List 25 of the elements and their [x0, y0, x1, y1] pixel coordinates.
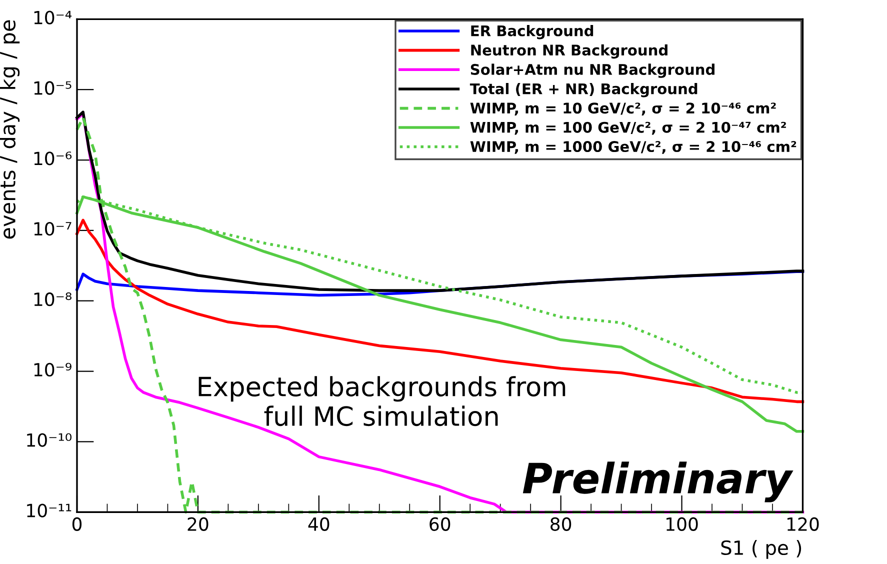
x-tick-label: 100 [666, 517, 698, 531]
x-tick-label: 20 [188, 517, 208, 531]
legend-label: Solar+Atm nu NR Background [470, 64, 714, 78]
x-tick-label: 40 [308, 517, 330, 531]
y-tick-label: 10⁻⁹ [34, 362, 72, 377]
x-tick-label: 0 [72, 517, 82, 531]
x-axis-title: S1 ( pe ) [721, 540, 802, 559]
legend-label: Total (ER + NR) Background [470, 83, 698, 98]
annotation: Expected backgrounds from full MC simulation [198, 376, 566, 426]
legend-label: ER Background [471, 25, 594, 40]
annotation: Preliminary [522, 462, 794, 502]
legend-label: WIMP, m = 100 GeV/c², σ = 2 10⁻⁴⁷ cm² [470, 122, 786, 135]
y-tick-label: 10⁻⁴ [34, 10, 72, 24]
x-tick-label: 120 [787, 517, 819, 531]
legend-label: WIMP, m = 10 GeV/c², σ = 2 10⁻⁴⁶ cm² [470, 102, 776, 116]
y-tick-label: 10⁻¹⁰ [27, 433, 72, 447]
y-tick-label: 10⁻¹¹ [27, 504, 72, 518]
legend-label: Neutron NR Background [471, 44, 668, 59]
x-tick-label: 80 [550, 517, 572, 531]
y-tick-label: 10⁻⁷ [34, 222, 72, 236]
y-tick-label: 10⁻⁸ [34, 292, 72, 306]
y-tick-label: 10⁻⁶ [34, 152, 72, 166]
y-tick-label: 10⁻⁵ [34, 81, 72, 95]
legend-label: WIMP, m = 1000 GeV/c², σ = 2 10⁻⁴⁶ cm² [470, 141, 796, 154]
x-tick-label: 60 [430, 517, 450, 531]
